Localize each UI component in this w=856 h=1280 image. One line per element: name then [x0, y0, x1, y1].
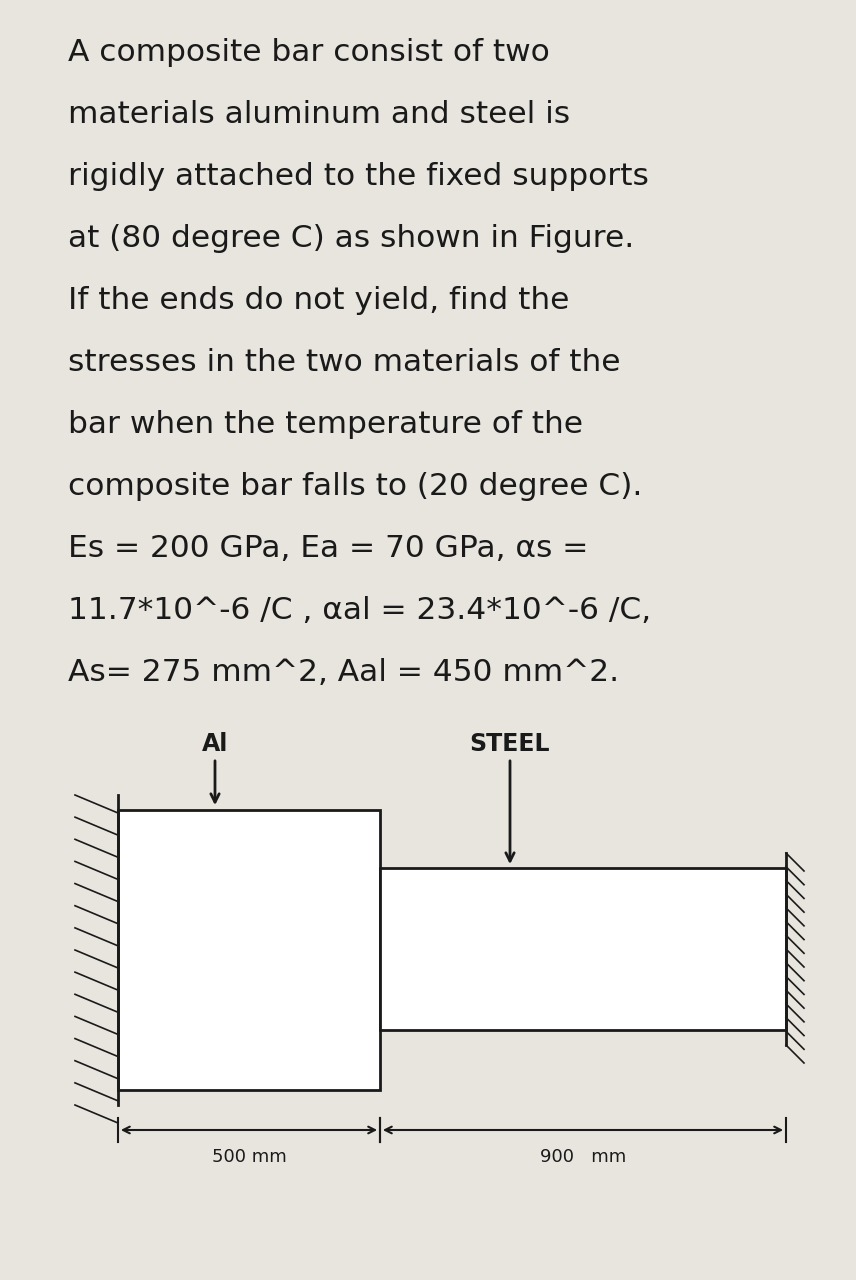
Text: Es = 200 GPa, Ea = 70 GPa, αs =: Es = 200 GPa, Ea = 70 GPa, αs = [68, 534, 588, 563]
Text: If the ends do not yield, find the: If the ends do not yield, find the [68, 285, 569, 315]
Text: As= 275 mm^2, Aal = 450 mm^2.: As= 275 mm^2, Aal = 450 mm^2. [68, 658, 619, 687]
Text: 900   mm: 900 mm [540, 1148, 626, 1166]
Text: stresses in the two materials of the: stresses in the two materials of the [68, 348, 621, 378]
Text: materials aluminum and steel is: materials aluminum and steel is [68, 100, 570, 129]
Text: composite bar falls to (20 degree C).: composite bar falls to (20 degree C). [68, 472, 642, 500]
Text: 11.7*10^-6 /C , αal = 23.4*10^-6 /C,: 11.7*10^-6 /C , αal = 23.4*10^-6 /C, [68, 596, 651, 625]
Text: bar when the temperature of the: bar when the temperature of the [68, 410, 583, 439]
Bar [380, 868, 786, 1030]
Text: STEEL: STEEL [470, 732, 550, 756]
Text: 500 mm: 500 mm [211, 1148, 287, 1166]
Text: at (80 degree C) as shown in Figure.: at (80 degree C) as shown in Figure. [68, 224, 634, 253]
Text: Al: Al [202, 732, 229, 756]
Text: rigidly attached to the fixed supports: rigidly attached to the fixed supports [68, 163, 649, 191]
Text: A composite bar consist of two: A composite bar consist of two [68, 38, 550, 67]
Bar [118, 810, 380, 1091]
